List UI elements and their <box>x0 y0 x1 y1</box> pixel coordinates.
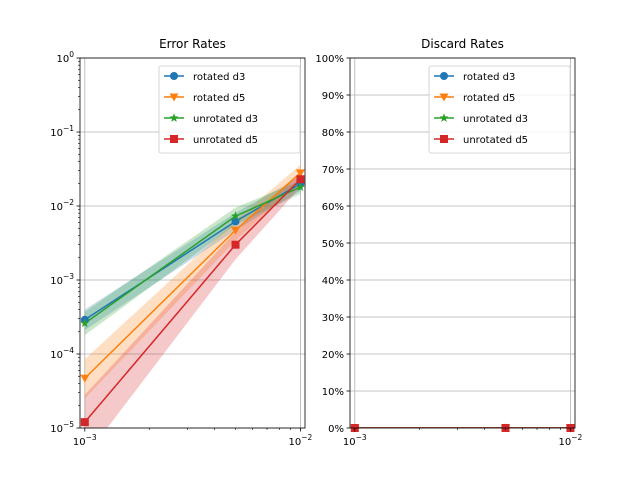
legend: rotated d3 rotated d5 unrotated d3 unrotate… <box>158 65 301 154</box>
discard-rates-chart: Discard Rates 10−3 10−2 0% 10% 20% 30% 40% 50% 6… <box>315 37 582 448</box>
x-tick-label: 10−2 <box>289 433 313 448</box>
y-tick-label: 40% <box>322 276 344 287</box>
y-tick-label: 10−4 <box>50 346 74 361</box>
chart-title: Error Rates <box>159 37 226 51</box>
data-point <box>295 182 305 191</box>
legend-box <box>428 65 571 154</box>
legend-marker <box>440 72 448 80</box>
data-point <box>80 418 89 427</box>
x-tick-label: 10−2 <box>559 433 583 448</box>
legend-box <box>158 65 301 154</box>
legend-marker <box>169 93 179 102</box>
chart-title: Discard Rates <box>421 37 504 51</box>
legend-label: unrotated d3 <box>463 114 528 125</box>
legend-marker <box>439 113 449 122</box>
y-tick-label: 10−2 <box>50 198 74 213</box>
series-markers <box>80 169 305 427</box>
error-rates-chart: Error Rates 10−3 10−2 10−5 10−4 10−3 10−2 10−1… <box>50 37 312 448</box>
y-tick-label: 30% <box>322 313 344 324</box>
y-tick-label: 50% <box>322 239 344 250</box>
y-tick-label: 10−3 <box>50 272 74 287</box>
legend-label: rotated d5 <box>463 93 515 104</box>
axis-ticks: 10−3 10−2 0% 10% 20% 30% 40% 50% 60% 70% 80% 90% 100… <box>315 54 582 448</box>
confidence-band <box>84 164 301 399</box>
y-tick-label: 10−5 <box>50 420 74 435</box>
legend-marker <box>440 135 448 143</box>
data-point <box>80 374 90 383</box>
y-tick-label: 70% <box>322 165 344 176</box>
legend-label: unrotated d5 <box>193 135 258 146</box>
legend-label: unrotated d5 <box>463 135 528 146</box>
y-tick-label: 80% <box>322 128 344 139</box>
y-tick-label: 10−1 <box>50 124 74 139</box>
data-point <box>231 240 240 249</box>
y-tick-label: 60% <box>322 202 344 213</box>
data-point <box>80 318 90 328</box>
data-point <box>296 175 305 184</box>
legend-label: unrotated d3 <box>193 114 258 125</box>
confidence-band <box>84 180 301 336</box>
data-point <box>231 226 241 235</box>
data-point <box>230 211 241 220</box>
y-tick-label: 90% <box>322 91 344 102</box>
data-point <box>295 169 305 178</box>
y-tick-label: 100% <box>315 54 344 65</box>
legend-marker <box>439 93 449 102</box>
x-tick-label: 10−3 <box>343 433 367 448</box>
y-tick-label: 20% <box>322 350 344 361</box>
plot-frame <box>79 57 306 429</box>
y-tick-label: 100 <box>56 50 74 65</box>
x-tick-label: 10−3 <box>73 433 97 448</box>
legend-marker <box>169 113 179 122</box>
axis-ticks: 10−3 10−2 10−5 10−4 10−3 10−2 10−1 100 <box>50 50 312 448</box>
data-point <box>231 217 240 226</box>
y-tick-label: 10% <box>322 387 344 398</box>
legend-label: rotated d3 <box>193 72 245 83</box>
legend-marker <box>170 135 178 143</box>
legend-marker <box>170 72 178 80</box>
y-tick-label: 0% <box>328 424 344 435</box>
confidence-band <box>84 171 301 428</box>
legend: rotated d3 rotated d5 unrotated d3 unrotate… <box>428 65 571 154</box>
legend-label: rotated d3 <box>463 72 515 83</box>
legend-label: rotated d5 <box>193 93 245 104</box>
